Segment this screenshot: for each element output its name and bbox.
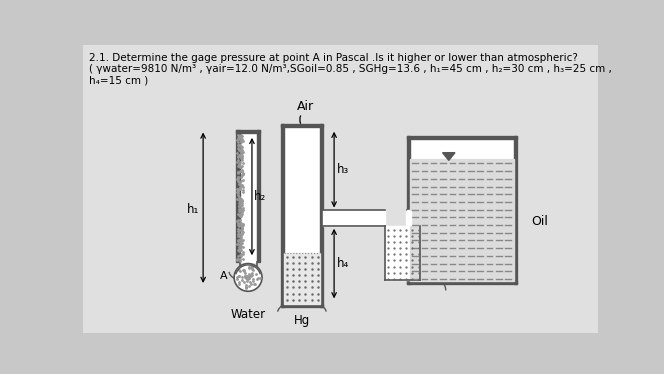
Bar: [385, 226, 420, 280]
Text: Water: Water: [230, 308, 266, 321]
Text: Hg: Hg: [293, 315, 310, 327]
Text: h₁: h₁: [187, 203, 199, 216]
Bar: [407, 280, 517, 283]
Text: Air: Air: [297, 99, 314, 113]
Bar: [281, 124, 284, 307]
Bar: [236, 129, 260, 262]
Bar: [320, 124, 323, 307]
Bar: [407, 136, 517, 139]
Text: Oil: Oil: [531, 215, 548, 228]
Bar: [514, 136, 517, 283]
Bar: [256, 129, 260, 262]
Bar: [410, 159, 514, 280]
Text: ( γwater=9810 N/m³ , γair=12.0 N/m³,SGoil=0.85 , SGHg=13.6 , h₁=45 cm , h₂=30 cm: ( γwater=9810 N/m³ , γair=12.0 N/m³,SGoi…: [89, 64, 612, 74]
Bar: [407, 136, 410, 283]
Bar: [407, 211, 420, 226]
Text: h₄=15 cm ): h₄=15 cm ): [89, 76, 149, 86]
Bar: [236, 129, 240, 262]
Text: A: A: [220, 271, 227, 281]
Bar: [284, 253, 320, 304]
Bar: [281, 124, 323, 127]
FancyBboxPatch shape: [83, 45, 598, 333]
Bar: [281, 304, 323, 307]
Text: h₄: h₄: [337, 257, 349, 270]
Polygon shape: [443, 153, 455, 160]
Bar: [236, 129, 260, 133]
Bar: [407, 136, 517, 283]
Bar: [323, 211, 385, 226]
Text: 2.1. Determine the gage pressure at point A in Pascal .Is it higher or lower tha: 2.1. Determine the gage pressure at poin…: [89, 53, 578, 62]
Text: h₂: h₂: [254, 190, 266, 203]
Bar: [406, 211, 411, 225]
Text: h₃: h₃: [337, 163, 349, 176]
Bar: [281, 124, 323, 307]
Circle shape: [234, 264, 262, 291]
